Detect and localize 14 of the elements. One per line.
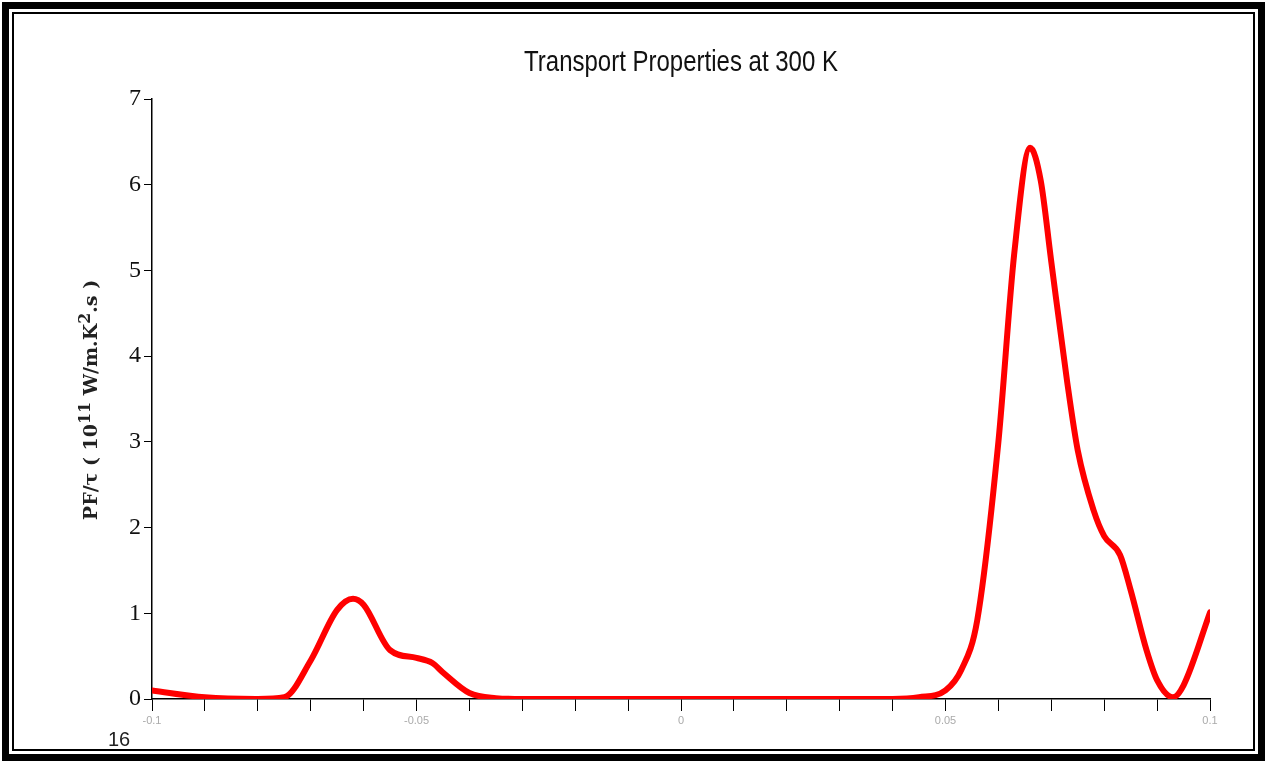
x-tick-label: -0.05	[403, 713, 430, 726]
chart-title: Transport Properties at 300 K	[523, 44, 839, 78]
y-tick-label: 1	[129, 598, 141, 625]
y-tick-label: 2	[129, 512, 141, 539]
x-tick-label: 0	[677, 713, 685, 726]
x-tick-label: 0.05	[934, 713, 957, 726]
y-tick-label: 7	[129, 84, 141, 111]
text: 16	[108, 728, 131, 751]
y-tick-label: 5	[129, 255, 141, 282]
x-tick-label: -0.1	[142, 713, 162, 726]
y-tick-label: 6	[129, 170, 141, 197]
x-tick-label: 0.1	[1202, 713, 1218, 726]
y-tick-label: 3	[129, 427, 141, 454]
y-tick-label: 4	[129, 341, 141, 368]
